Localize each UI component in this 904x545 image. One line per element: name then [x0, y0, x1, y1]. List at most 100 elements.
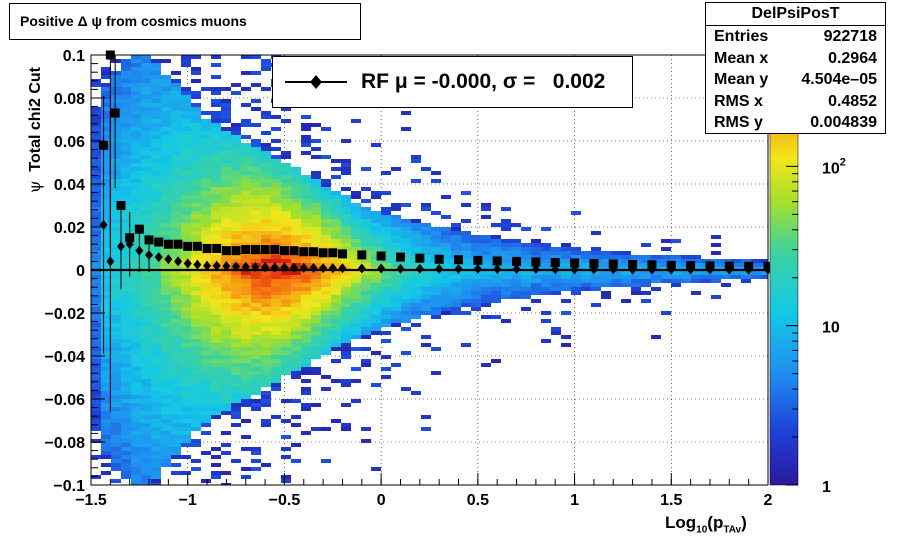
heatmap-cell: [191, 167, 201, 171]
heatmap-cell: [421, 223, 431, 227]
heatmap-cell: [341, 311, 351, 315]
heatmap-cell: [171, 423, 181, 427]
heatmap-cell: [151, 283, 161, 287]
heatmap-cell: [101, 259, 111, 263]
heatmap-cell: [301, 391, 311, 395]
heatmap-cell: [501, 287, 511, 291]
heatmap-cell: [201, 111, 211, 115]
heatmap-cell: [161, 159, 171, 163]
heatmap-cell: [111, 87, 121, 91]
heatmap-cell: [611, 279, 621, 283]
heatmap-cell: [251, 403, 261, 407]
heatmap-cell: [291, 399, 301, 403]
heatmap-cell: [611, 271, 621, 275]
heatmap-cell: [211, 183, 221, 187]
heatmap-cell: [291, 171, 301, 175]
heatmap-cell: [731, 259, 741, 263]
y-tick-label: 0.04: [54, 177, 85, 194]
heatmap-cell: [91, 355, 101, 359]
heatmap-cell: [461, 247, 471, 251]
heatmap-cell: [191, 175, 201, 179]
sigma-marker: [376, 251, 386, 261]
mu-marker: [193, 259, 202, 270]
heatmap-cell: [101, 155, 111, 159]
heatmap-cell: [121, 203, 131, 207]
heatmap-cell: [301, 279, 311, 283]
heatmap-cell: [131, 447, 141, 451]
heatmap-cell: [341, 295, 351, 299]
heatmap-cell: [281, 187, 291, 191]
heatmap-cell: [251, 175, 261, 179]
heatmap-cell: [321, 387, 331, 391]
heatmap-cell: [181, 375, 191, 379]
heatmap-cell: [291, 291, 301, 295]
heatmap-cell: [241, 239, 251, 243]
heatmap-cell: [211, 91, 221, 95]
heatmap-cell: [171, 391, 181, 395]
heatmap-cell: [401, 291, 411, 295]
heatmap-cell: [381, 315, 391, 319]
heatmap-cell: [171, 223, 181, 227]
heatmap-cell: [201, 431, 211, 435]
heatmap-cell: [121, 191, 131, 195]
heatmap-cell: [241, 339, 251, 343]
heatmap-cell: [361, 167, 371, 171]
heatmap-cell: [141, 103, 151, 107]
heatmap-cell: [301, 259, 311, 263]
heatmap-cell: [201, 143, 211, 147]
sigma-marker: [454, 255, 464, 265]
heatmap-cell: [441, 195, 451, 199]
heatmap-cell: [541, 259, 551, 263]
heatmap-cell: [521, 271, 531, 275]
heatmap-cell: [151, 395, 161, 399]
heatmap-cell: [191, 347, 201, 351]
heatmap-cell: [211, 367, 221, 371]
heatmap-cell: [111, 143, 121, 147]
heatmap-cell: [691, 271, 701, 275]
heatmap-cell: [201, 191, 211, 195]
heatmap-cell: [641, 243, 651, 247]
heatmap-cell: [341, 163, 351, 167]
heatmap-cell: [231, 371, 241, 375]
heatmap-cell: [411, 283, 421, 287]
heatmap-cell: [91, 327, 101, 331]
heatmap-cell: [261, 275, 271, 279]
heatmap-cell: [411, 155, 421, 159]
heatmap-cell: [181, 435, 191, 439]
heatmap-cell: [281, 235, 291, 239]
heatmap-cell: [261, 283, 271, 287]
heatmap-cell: [181, 159, 191, 163]
heatmap-cell: [111, 431, 121, 435]
heatmap-cell: [401, 283, 411, 287]
heatmap-cell: [501, 255, 511, 259]
heatmap-cell: [271, 307, 281, 311]
heatmap-cell: [381, 263, 391, 267]
heatmap-cell: [191, 283, 201, 287]
heatmap-cell: [101, 435, 111, 439]
heatmap-cell: [301, 315, 311, 319]
heatmap-cell: [251, 311, 261, 315]
heatmap-cell: [201, 479, 211, 483]
heatmap-cell: [111, 463, 121, 467]
sigma-marker: [110, 108, 120, 118]
heatmap-cell: [221, 279, 231, 283]
heatmap-cell: [371, 323, 381, 327]
heatmap-cell: [551, 251, 561, 255]
heatmap-cell: [141, 131, 151, 135]
heatmap-cell: [161, 223, 171, 227]
heatmap-cell: [91, 215, 101, 219]
heatmap-cell: [291, 443, 301, 447]
heatmap-cell: [301, 307, 311, 311]
y-tick-label: −0.02: [45, 306, 86, 323]
heatmap-cell: [91, 303, 101, 307]
sigma-marker: [202, 244, 212, 253]
heatmap-cell: [161, 203, 171, 207]
heatmap-cell: [241, 151, 251, 155]
heatmap-cell: [181, 379, 191, 383]
heatmap-cell: [411, 251, 421, 255]
heatmap-cell: [161, 319, 171, 323]
heatmap-cell: [151, 287, 161, 291]
heatmap-cell: [151, 79, 161, 83]
x-tick-label: −1: [179, 492, 197, 509]
heatmap-cell: [261, 67, 271, 71]
